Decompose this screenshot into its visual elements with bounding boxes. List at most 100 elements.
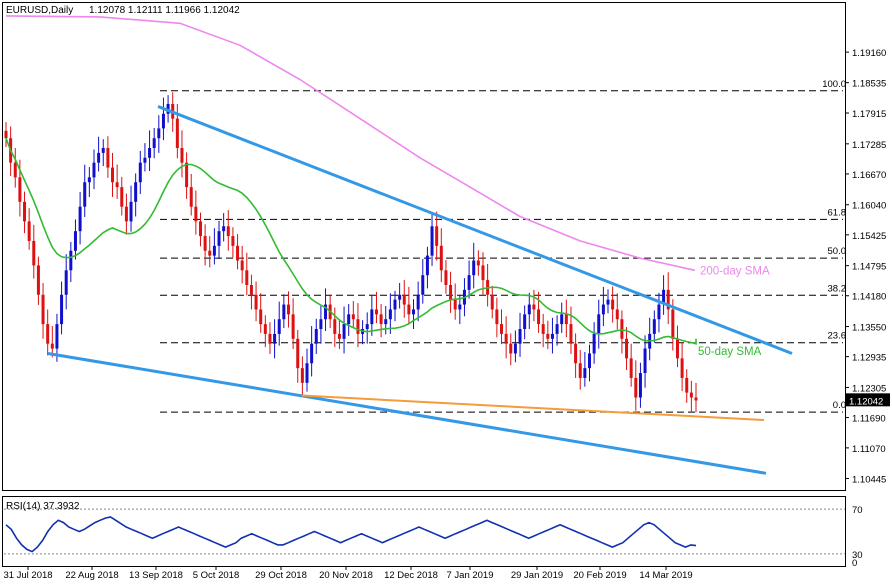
candle-body [50,343,54,349]
price-tick-label: 1.17915 [852,109,886,120]
rsi-panel: 70 300 [4,505,863,569]
price-tick-label: 1.11070 [852,444,886,455]
candle-body [449,284,453,300]
candle-body [583,368,587,378]
time-tick-label: 12 Dec 2018 [384,570,438,581]
candle-body [402,294,406,305]
last-price-label: 1.12042 [849,396,883,407]
candle-body [222,226,226,232]
candle-body [226,226,230,237]
candle-body [342,324,346,339]
candle-body [55,324,59,349]
candle-body [495,309,499,325]
candle-body [453,299,457,310]
candle-body [78,206,82,232]
candle-body [273,333,277,344]
candle-body [124,206,128,222]
time-tick-label: 7 Jan 2019 [446,570,493,581]
annotations: 200-day SMA 50-day SMA [698,265,770,358]
candle-body [300,368,304,383]
candle-body [18,177,22,202]
candle-body [254,294,258,310]
candle-body [314,329,318,344]
candle-body [249,284,253,295]
chart-title: EURUSD,Daily [6,5,73,16]
price-tick-label: 1.16040 [852,201,886,212]
candle-body [675,338,679,359]
rsi-title: RSI(14) 37.3932 [6,501,80,512]
time-tick-label: 13 Sep 2018 [129,570,183,581]
candle-body [393,299,397,310]
candle-body [601,304,605,315]
candle-body [379,314,383,325]
candle-body [13,162,17,178]
candle-body [374,309,378,315]
rsi-line [5,516,697,553]
candle-body [194,206,198,222]
price-tick-label: 1.13550 [852,323,886,334]
fib-level-label: 61.8 [828,207,847,218]
candle-body [384,319,388,325]
time-tick-label: 5 Oct 2018 [193,570,239,581]
candle-body [518,329,522,344]
candle-body [92,162,96,178]
price-tick-label: 1.11690 [852,414,886,425]
candle-body [435,226,439,246]
price-tick-label: 1.14795 [852,262,886,273]
price-tick-label: 1.18535 [852,79,886,90]
candle-body [185,162,189,188]
candle-body [129,201,133,222]
candle-body [629,358,633,378]
price-tick-label: 1.12305 [852,383,886,394]
candle-body [41,294,45,325]
candle-body [657,304,661,320]
candle-body [569,324,573,344]
price-tick-label: 1.10445 [852,474,886,485]
candle-body [625,338,629,359]
candle-body [282,304,286,320]
candle-body [694,397,698,401]
candle-body [324,304,328,320]
candle-body [662,289,666,305]
sma-50-annotation: 50-day SMA [698,346,762,358]
candle-body [472,260,476,276]
sma-200-annotation: 200-day SMA [700,265,770,277]
candle-body [291,314,295,339]
candle-body [27,221,31,241]
candle-body [597,314,601,334]
candle-body [689,392,693,398]
ohlc-readout: 1.12078 1.12111 1.11966 1.12042 [89,5,240,16]
candle-body [527,304,531,315]
candle-body [421,275,425,295]
candle-body [652,319,656,334]
candle-body [217,231,221,246]
candle-body [592,333,596,354]
price-tick-label: 1.16670 [852,170,886,181]
fib-level-label: 38.2 [828,283,847,294]
candle-body [481,265,485,281]
candle-body [236,245,240,261]
candle-body [587,353,591,369]
candle-body [32,240,36,266]
candle-body [532,304,536,310]
candle-body [407,304,411,315]
upper-trendline [157,105,793,355]
candle-body [416,294,420,310]
candle-body [189,187,193,207]
candle-body [513,343,517,354]
fib-level-label: 0.0 [833,400,846,411]
rsi-tick-label: 30 [852,550,863,561]
candle-body [504,333,508,344]
candle-body [198,221,202,237]
candle-body [143,157,147,163]
candle-body [430,226,434,256]
main-plot-frame [2,2,846,491]
time-tick-label: 20 Nov 2018 [319,570,373,581]
price-axis: 1.19160 1.18535 1.17915 1.17285 1.16670 1.160… [845,48,890,485]
candle-body [467,275,471,290]
candle-body [388,309,392,320]
candle-body [574,343,578,364]
fib-level-label: 23.6 [828,331,847,342]
candle-body [333,319,337,334]
